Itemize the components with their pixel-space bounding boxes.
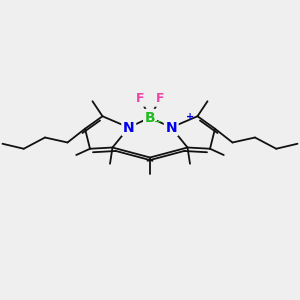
Text: F: F <box>156 92 164 105</box>
Text: −: − <box>154 117 162 127</box>
Text: F: F <box>136 92 144 105</box>
Text: +: + <box>186 112 194 122</box>
Text: N: N <box>123 121 135 134</box>
Text: B: B <box>145 110 155 124</box>
Text: N: N <box>165 121 177 134</box>
